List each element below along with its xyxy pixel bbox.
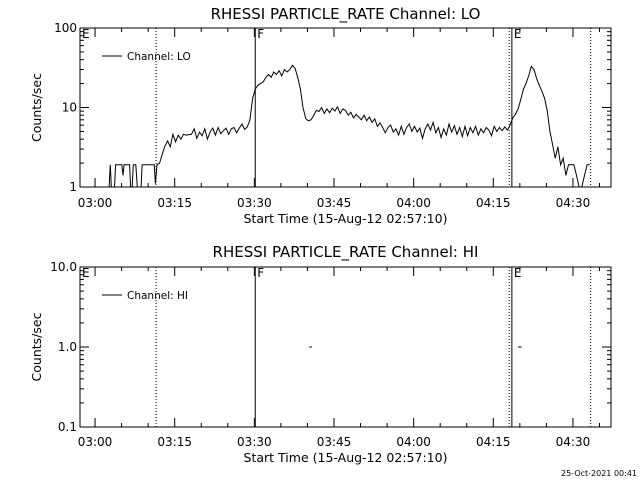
panel-hi: RHESSI PARTICLE_RATE Channel: HI 0.1 1.0 10… <box>29 243 612 465</box>
x-tick-label: 04:15 <box>476 196 511 210</box>
x-tick-label: 04:30 <box>556 435 591 449</box>
chart-title: RHESSI PARTICLE_RATE Channel: HI <box>213 243 479 262</box>
y-tick-label: 100 <box>54 21 77 35</box>
x-tick-label: 03:30 <box>237 435 272 449</box>
x-tick-label: 03:15 <box>157 196 192 210</box>
x-tick-label: 04:00 <box>396 435 431 449</box>
annotation-label: E <box>514 266 522 280</box>
panel-lo: RHESSI PARTICLE_RATE Channel: LO 1 10 100 03… <box>29 5 612 226</box>
x-tick-label: 04:30 <box>556 196 591 210</box>
series-line <box>108 64 590 188</box>
annotation-label: E <box>514 27 522 41</box>
x-tick-label: 03:30 <box>237 196 272 210</box>
y-axis-label: Counts/sec <box>29 73 44 142</box>
y-tick-label: 10.0 <box>50 260 77 274</box>
x-tick-label: 03:00 <box>78 435 113 449</box>
timestamp: 25-Oct-2021 00:41 <box>561 469 637 478</box>
y-axis-label: Counts/sec <box>29 312 44 381</box>
x-tick-label: 04:15 <box>476 435 511 449</box>
x-tick-label: 03:15 <box>157 435 192 449</box>
x-tick-label: 03:45 <box>317 196 352 210</box>
x-tick-label: 03:00 <box>78 196 113 210</box>
y-tick-label: 1.0 <box>58 340 77 354</box>
x-axis-label: Start Time (15-Aug-12 02:57:10) <box>244 450 448 465</box>
annotation-label: F <box>257 27 264 41</box>
chart-title: RHESSI PARTICLE_RATE Channel: LO <box>211 5 481 24</box>
y-tick-label: 0.1 <box>58 420 77 434</box>
x-tick-label: 03:45 <box>317 435 352 449</box>
x-axis-label: Start Time (15-Aug-12 02:57:10) <box>244 211 448 226</box>
annotation-label: F <box>257 266 264 280</box>
legend-label: Channel: HI <box>127 290 188 302</box>
y-tick-label: 10 <box>62 101 77 115</box>
annotation-label: E <box>82 266 90 280</box>
y-tick-label: 1 <box>69 180 77 194</box>
legend-label: Channel: LO <box>127 51 191 63</box>
annotation-label: E <box>82 27 90 41</box>
x-tick-label: 04:00 <box>396 196 431 210</box>
